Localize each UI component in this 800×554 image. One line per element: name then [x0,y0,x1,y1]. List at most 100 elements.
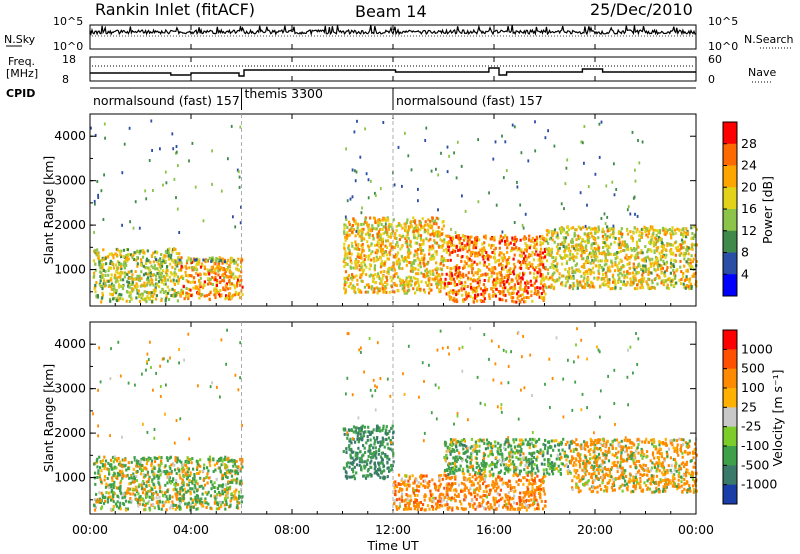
echo-cell [171,294,174,298]
echo-cell [354,266,357,270]
echo-cell [501,267,504,271]
echo-cell [178,492,181,496]
echo-cell [360,468,363,472]
echo-cell [369,461,372,465]
echo-cell [361,250,364,254]
echo-cell [449,289,452,293]
echo-cell [665,262,668,266]
echo-cell [649,265,652,268]
echo-cell [516,185,519,189]
echo-cell [98,254,101,258]
echo-cell [213,501,216,505]
echo-cell [489,237,492,241]
echo-cell [349,461,352,465]
echo-cell [233,494,236,497]
echo-cell [431,224,434,228]
echo-cell [135,296,138,300]
echo-cell [459,236,462,240]
echo-cell [547,129,549,133]
echo-cell [122,278,125,282]
echo-cell [446,284,449,288]
echo-cell [526,244,529,248]
echo-cell [685,260,688,264]
echo-cell [583,240,587,244]
echo-cell [414,277,417,281]
echo-cell [659,238,662,242]
echo-cell [218,256,221,260]
echo-cell [569,252,572,256]
echo-cell [223,276,226,280]
echo-cell [517,295,520,298]
echo-cell [583,251,586,255]
echo-cell [357,232,360,236]
echo-cell [464,247,467,250]
echo-cell [581,257,584,261]
echo-cell [693,235,696,238]
echo-cell [119,479,123,483]
echo-cell [136,255,139,259]
echo-cell [151,502,154,506]
echo-cell [96,465,99,469]
echo-cell [130,269,133,273]
echo-cell [535,279,538,283]
echo-cell [577,234,580,238]
echo-cell [663,270,667,274]
echo-cell [500,256,503,260]
echo-cell [112,505,115,509]
echo-cell [474,251,477,255]
echo-cell [442,258,445,262]
echo-cell [432,246,435,250]
echo-cell [552,256,555,259]
echo-cell [140,283,143,287]
echo-cell [437,225,440,229]
echo-cell [382,424,385,428]
echo-cell [640,283,643,286]
echo-cell [181,291,184,295]
echo-cell [99,466,102,470]
echo-cell [632,265,636,269]
echo-cell [463,287,466,291]
echo-cell [597,230,600,234]
echo-cell [417,187,419,191]
echo-cell [635,230,638,234]
echo-cell [628,266,631,270]
echo-cell [185,459,188,463]
echo-cell [520,248,523,252]
echo-cell [389,224,392,228]
echo-cell [682,227,685,231]
echo-cell [185,490,188,494]
echo-cell [132,472,135,476]
echo-cell [108,486,111,490]
echo-cell [645,227,648,231]
echo-cell [634,253,637,257]
echo-cell [122,263,125,267]
echo-cell [144,493,147,497]
echo-cell [539,237,542,241]
echo-cell [535,239,538,243]
echo-cell [672,232,675,236]
echo-cell [562,236,565,240]
echo-cell [136,486,139,489]
echo-cell [367,283,370,287]
echo-cell [187,297,190,301]
echo-cell [631,130,634,134]
echo-cell [174,248,177,252]
echo-cell [496,277,499,281]
echo-cell [449,258,452,262]
echo-cell [404,131,406,135]
echo-cell [94,283,97,287]
echo-cell [513,283,516,287]
echo-cell [460,259,463,263]
echo-cell [399,247,402,251]
echo-cell [594,231,597,235]
echo-cell [152,251,155,255]
echo-cell [162,256,165,260]
echo-cell [356,437,359,441]
echo-cell [368,446,371,450]
echo-cell [659,255,662,259]
echo-cell [498,246,501,250]
echo-cell [164,299,167,303]
echo-cell [439,245,442,249]
echo-cell [349,448,352,452]
